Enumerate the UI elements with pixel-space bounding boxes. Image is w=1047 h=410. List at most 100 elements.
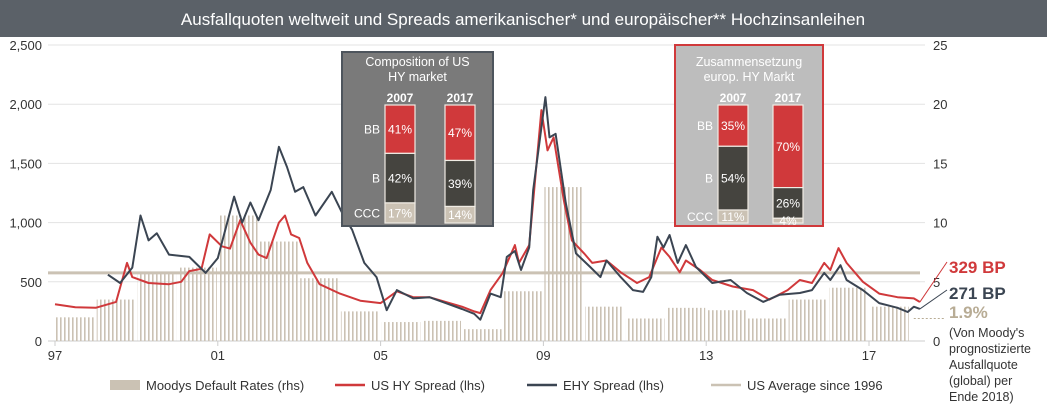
inset-title: Zusammensetzung — [696, 55, 802, 69]
inset-segment-label: 54% — [721, 172, 745, 186]
ehy-end-label: 271 BP — [949, 284, 1006, 303]
inset-segment-label: 17% — [388, 206, 412, 220]
inset-segment-label: 70% — [776, 140, 800, 154]
forecast-note-line: Ausfallquote — [949, 358, 1018, 372]
y-right-tick-label: 15 — [933, 156, 947, 171]
inset-segment-ccc — [717, 209, 749, 224]
inset-title: Composition of US — [365, 55, 469, 69]
forecast-note: (Von Moody's prognostizierte Ausfallquote (… — [949, 326, 1031, 404]
inset-year-label: 2017 — [447, 91, 474, 105]
default-rate-bar — [625, 318, 665, 341]
default-rate-bar — [56, 317, 95, 341]
inset-segment-bb — [384, 104, 416, 154]
inset-segment-b — [444, 159, 476, 208]
y-right-tick-label: 0 — [933, 334, 940, 349]
spread-lines — [48, 96, 921, 321]
inset-row-label: CCC — [687, 210, 713, 224]
forecast-note-line: Ende 2018) — [949, 390, 1014, 404]
legend-label: US HY Spread (lhs) — [371, 378, 485, 393]
default-rate-bar — [503, 291, 543, 341]
default-rate-bar — [218, 215, 258, 341]
legend: Moodys Default Rates (rhs) US HY Spread (… — [110, 378, 883, 393]
ehy-spread-line — [107, 96, 921, 321]
x-tick-label: 05 — [373, 348, 387, 363]
inset-segment-ccc — [384, 202, 416, 224]
inset-row-label: B — [705, 172, 713, 186]
inset-segment-ccc — [444, 205, 476, 224]
inset-segment-b — [384, 152, 416, 204]
default-rate-bar — [870, 306, 909, 341]
x-tick-label: 13 — [699, 348, 713, 363]
y-left-tick-label: 2,000 — [9, 97, 42, 112]
y-left-tick-label: 500 — [20, 275, 42, 290]
y-axis-left: 0 500 1,000 1,500 2,000 2,500 — [9, 38, 42, 349]
inset-row-label: B — [372, 172, 380, 186]
inset-year-label: 2007 — [387, 91, 414, 105]
ehy-leader-line — [919, 289, 948, 310]
inset-segment-label: 11% — [721, 210, 744, 224]
forecast-note-line: prognostizierte — [949, 342, 1031, 356]
x-tick-label: 09 — [536, 348, 550, 363]
y-right-tick-label: 25 — [933, 38, 947, 53]
y-left-tick-label: 1,000 — [9, 216, 42, 231]
legend-label: EHY Spread (lhs) — [563, 378, 664, 393]
inset-year-label: 2017 — [775, 91, 802, 105]
default-rate-bar — [585, 306, 624, 341]
y-left-tick-label: 2,500 — [9, 38, 42, 53]
y-left-tick-label: 1,500 — [9, 156, 42, 171]
default-rate-bar — [463, 329, 502, 341]
default-rate-bar — [747, 318, 787, 341]
x-tick-label: 97 — [48, 348, 62, 363]
inset-row-label: BB — [697, 119, 713, 133]
default-rate-bar — [788, 299, 828, 341]
default-forecast-label: 1.9% — [949, 303, 988, 322]
inset-year-label: 2007 — [720, 91, 747, 105]
default-rate-bar — [300, 278, 339, 341]
y-right-tick-label: 10 — [933, 216, 947, 231]
inset-segment-label: 35% — [721, 119, 745, 133]
inset-segment-ccc — [772, 217, 804, 224]
default-rate-bar — [544, 187, 584, 341]
legend-label: Moodys Default Rates (rhs) — [146, 378, 304, 393]
inset-row-label: CCC — [354, 206, 380, 220]
inset-segment-bb — [772, 104, 804, 189]
x-axis: 97 01 05 09 13 17 — [48, 340, 925, 363]
inset-segment-label: 39% — [448, 177, 472, 191]
forecast-note-line: (global) per — [949, 374, 1012, 388]
inset-segment-b — [772, 187, 804, 219]
inset-segment-bb — [717, 104, 749, 147]
us-hy-leader-line — [919, 261, 948, 303]
inset-segment-label: 14% — [448, 208, 472, 222]
forecast-note-line: (Von Moody's — [949, 326, 1024, 340]
inset-title: HY market — [388, 70, 447, 84]
y-right-tick-label: 5 — [933, 275, 940, 290]
default-rate-bar — [340, 311, 380, 341]
end-annotations: 329 BP 271 BP 1.9% (Von Moody's prognosti… — [919, 258, 1031, 404]
default-rate-bar — [666, 307, 706, 341]
inset-title: europ. HY Markt — [704, 70, 795, 84]
y-axis-right: 0 5 10 15 20 25 — [933, 38, 947, 349]
inset-segment-label: 41% — [388, 123, 412, 137]
title-bar — [0, 0, 1047, 37]
default-rate-bar — [707, 310, 746, 341]
default-rate-bar — [422, 320, 461, 341]
y-left-tick-label: 0 — [35, 334, 42, 349]
inset-segment-label: 26% — [776, 196, 800, 210]
chart-title: Ausfallquoten weltweit und Spreads ameri… — [181, 10, 865, 29]
default-rate-bar — [178, 267, 217, 341]
x-tick-label: 17 — [862, 348, 876, 363]
legend-label: US Average since 1996 — [747, 378, 883, 393]
default-rate-bar — [829, 287, 868, 341]
inset-segment-label: 4% — [779, 214, 797, 228]
inset-segment-label: 47% — [448, 126, 472, 140]
y-right-tick-label: 20 — [933, 97, 947, 112]
default-rate-bar — [381, 322, 421, 341]
x-tick-label: 01 — [211, 348, 225, 363]
inset-segment-label: 42% — [388, 172, 412, 186]
inset-row-label: BB — [364, 123, 380, 137]
legend-swatch-default-rates — [110, 380, 140, 390]
